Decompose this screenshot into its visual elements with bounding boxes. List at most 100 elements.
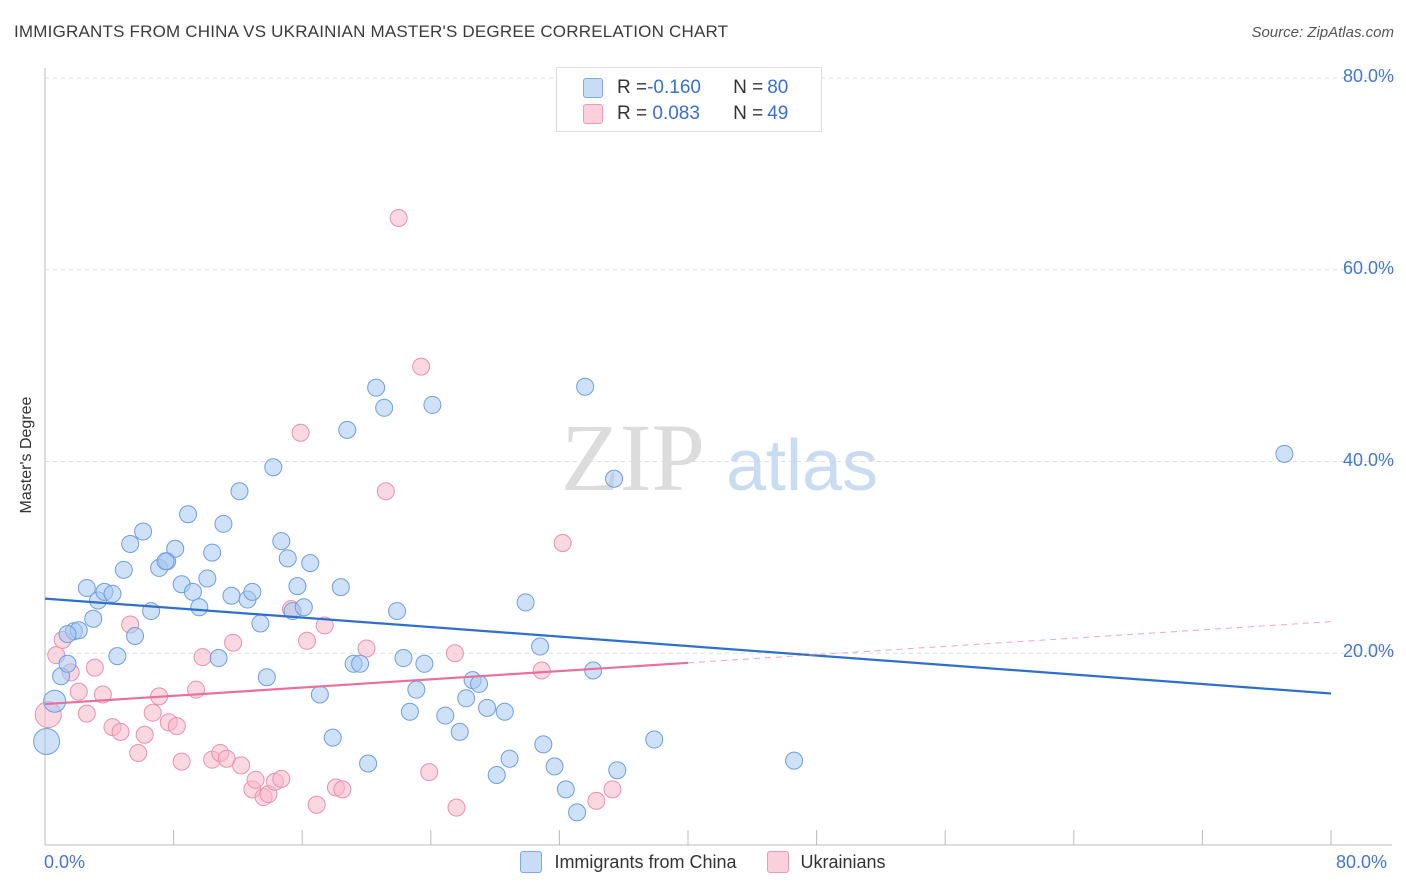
china-point (84, 609, 103, 628)
legend-row-china: R = -0.160 N = 80 (583, 76, 788, 100)
china-point (516, 593, 535, 612)
china-point (301, 554, 320, 573)
legend-swatch-china (520, 851, 543, 873)
ukrainians-point (447, 798, 466, 817)
china-point (785, 751, 804, 770)
china-point (294, 598, 313, 617)
china-point (608, 761, 627, 780)
china-point (450, 722, 469, 741)
ukrainians-point (307, 795, 326, 814)
ukrainians-point (167, 717, 186, 736)
china-point (1275, 444, 1294, 463)
china-point (156, 552, 175, 571)
ukrainians-point (315, 616, 334, 635)
ukrainians-point (587, 791, 606, 810)
china-point (645, 730, 664, 749)
china-point (470, 674, 489, 693)
china-point (351, 654, 370, 673)
china-point (531, 637, 550, 656)
china-point (359, 754, 378, 773)
china-point (166, 539, 185, 558)
china-point (58, 625, 77, 644)
n-value-china: 80 (767, 77, 789, 98)
ukrainians-trend-line (44, 661, 689, 706)
china-point (214, 514, 233, 533)
china-point (605, 469, 624, 488)
legend-swatch-china (583, 78, 603, 98)
china-point (190, 598, 209, 617)
n-label: N = (733, 103, 764, 124)
grid (45, 77, 1392, 654)
legend-item-china: Immigrants from China (520, 851, 737, 873)
china-point (500, 749, 519, 768)
china-point (323, 728, 342, 747)
n-label: N = (733, 77, 764, 98)
legend-swatch-ukrainians (583, 104, 603, 124)
china-point (114, 560, 133, 579)
ukrainians-points (34, 208, 622, 817)
n-value-ukrainians: 49 (767, 103, 789, 124)
china-point (534, 735, 553, 754)
watermark-zip: ZIP (561, 404, 705, 511)
china-point (394, 649, 413, 668)
china-point (576, 377, 595, 396)
watermark-atlas: atlas (726, 426, 878, 506)
r-value-china: -0.160 (647, 77, 701, 98)
ukrainians-point (69, 682, 88, 701)
china-point (423, 395, 442, 414)
ukrainians-point (135, 725, 154, 744)
ukrainians-point (93, 685, 112, 704)
series-legend: Immigrants from China Ukrainians (0, 851, 1406, 873)
china-point (134, 522, 153, 541)
china-point (121, 534, 140, 553)
chart-source: Source: ZipAtlas.com (1251, 24, 1394, 41)
y-tick-label: 60.0% (1342, 257, 1394, 278)
y-tick-label: 80.0% (1342, 66, 1394, 86)
china-point (310, 685, 329, 704)
ukrainians-point (412, 357, 431, 376)
r-value-ukrainians: 0.083 (647, 103, 700, 124)
china-point (556, 780, 575, 799)
china-point (179, 505, 198, 524)
ukrainians-point (333, 780, 352, 799)
china-point (77, 579, 96, 598)
ukrainians-trend-extension (687, 621, 1332, 664)
ukrainians-point (129, 743, 148, 762)
ukrainians-point (376, 482, 395, 501)
watermark: ZIP atlas (561, 404, 878, 511)
china-point (584, 661, 603, 680)
ukrainians-point (232, 756, 251, 775)
ukrainians-point (193, 648, 212, 667)
china-point (243, 582, 262, 601)
ukrainians-point (291, 423, 310, 442)
china-point (367, 378, 386, 397)
china-point (183, 582, 202, 601)
ukrainians-point (298, 631, 317, 650)
legend-row-ukrainians: R = 0.083 N = 49 (583, 102, 788, 126)
china-point (58, 654, 77, 673)
y-tick-label: 20.0% (1342, 641, 1394, 662)
axes (44, 68, 1392, 846)
ukrainians-point (224, 633, 243, 652)
china-point (568, 803, 587, 822)
china-point (478, 698, 497, 717)
china-point (407, 680, 426, 699)
ukrainians-point (357, 639, 376, 658)
china-point (487, 766, 506, 785)
x-tick-label: 80.0% (1336, 852, 1388, 872)
china-point (257, 668, 276, 687)
china-trend-line (44, 597, 1332, 695)
ukrainians-point (272, 769, 291, 788)
ukrainians-point (445, 644, 464, 663)
china-point (108, 647, 127, 666)
china-point (288, 577, 307, 596)
r-label: R = (617, 77, 648, 98)
ukrainians-point (603, 780, 622, 799)
x-tick-label: 0.0% (44, 852, 86, 872)
china-point (209, 649, 228, 668)
china-point (495, 702, 514, 721)
ukrainians-point (553, 533, 572, 552)
r-label: R = (617, 103, 648, 124)
china-point (388, 602, 407, 621)
